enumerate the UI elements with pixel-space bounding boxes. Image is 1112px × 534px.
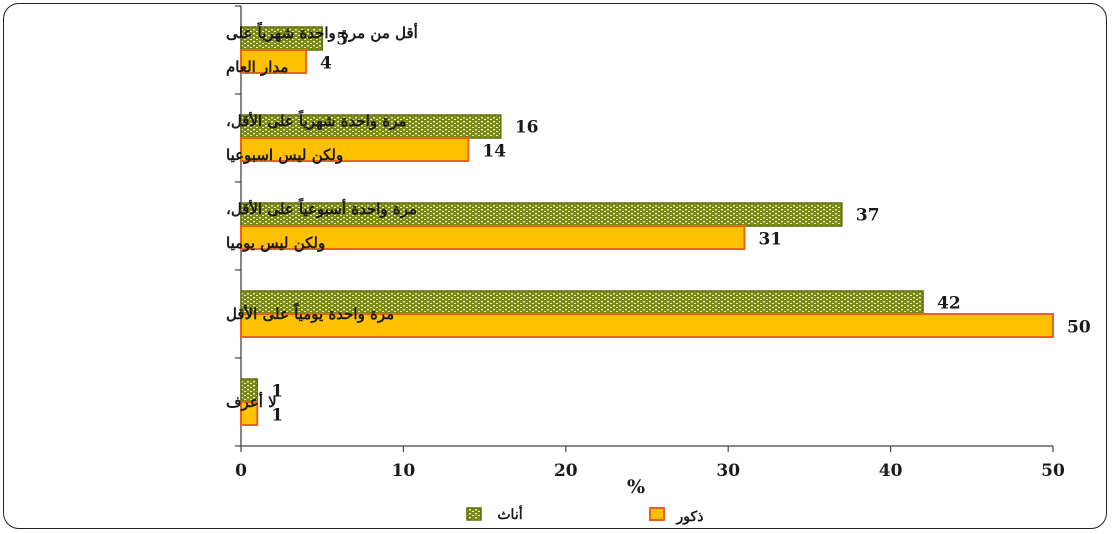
data-label-males: 14 <box>482 142 506 162</box>
category-label: مرة واحدة شهرياً على الأقل، <box>226 110 407 130</box>
category-label: ولكن ليس يوميا <box>226 234 325 252</box>
data-label-females: 42 <box>937 294 961 314</box>
bar-males <box>240 313 1054 338</box>
x-tick-label: 10 <box>392 461 416 481</box>
legend-label-males: ذكور <box>676 509 704 525</box>
x-tick-label: 50 <box>1041 461 1065 481</box>
bar-males <box>240 137 470 162</box>
legend-swatch-males <box>649 507 665 521</box>
x-axis-unit-label: % <box>627 476 645 498</box>
bar-males <box>240 401 259 426</box>
data-label-females: 1 <box>271 382 283 402</box>
data-label-females: 37 <box>856 206 880 226</box>
legend-label-females: أناث <box>497 504 522 523</box>
data-label-males: 1 <box>271 406 283 426</box>
legend-swatch-females <box>466 507 482 521</box>
category-label: مدار العام <box>226 58 288 76</box>
data-label-females: 5 <box>336 30 348 50</box>
x-tick-label: 0 <box>235 461 247 481</box>
x-tick-label: 20 <box>554 461 578 481</box>
bar-males <box>240 225 746 250</box>
legend: أناث ذكور <box>466 504 704 525</box>
data-label-males: 31 <box>758 230 782 250</box>
data-label-females: 16 <box>515 118 539 138</box>
category-label: مرة واحدة يومياً على الأقل <box>226 303 394 323</box>
category-label: أقل من مرة واحدة شهرياً على <box>226 22 418 42</box>
chart-frame <box>3 3 1107 529</box>
x-tick-label: 40 <box>879 461 903 481</box>
data-label-males: 4 <box>320 54 332 74</box>
category-label: ولكن ليس اسبوعيا <box>226 146 343 164</box>
x-tick-label: 30 <box>716 461 740 481</box>
data-label-males: 50 <box>1067 318 1091 338</box>
category-label: مرة واحدة أسبوعياً على الأقل، <box>226 198 417 218</box>
bar-males <box>240 49 307 74</box>
category-label: لا أعرف <box>226 391 277 411</box>
